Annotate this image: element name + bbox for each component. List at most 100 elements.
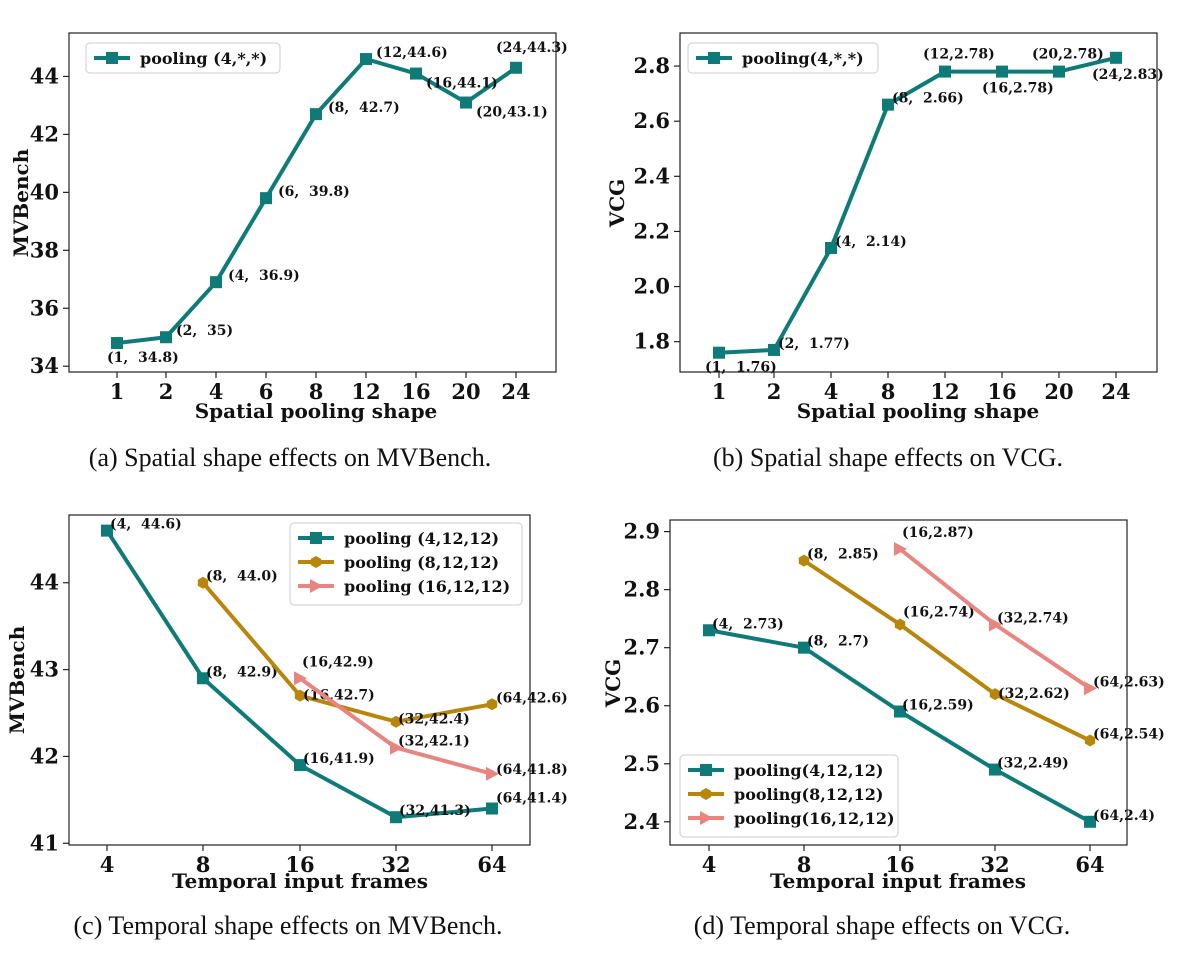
data-label: (4, 44.6) xyxy=(110,517,182,533)
data-point xyxy=(360,53,372,66)
legend-marker xyxy=(310,556,322,568)
data-point xyxy=(210,276,222,289)
caption-b: (b) Spatial shape effects on VCG. xyxy=(713,443,1063,472)
y-tick-label: 42 xyxy=(30,121,59,146)
series-line xyxy=(802,558,1091,743)
data-label: (8, 2.85) xyxy=(807,547,879,563)
x-tick-label: 12 xyxy=(930,379,959,404)
x-tick-label: 1 xyxy=(712,379,727,404)
data-point xyxy=(294,689,306,702)
legend-marker xyxy=(700,764,712,776)
data-point xyxy=(825,241,837,254)
chart-panel-c: 4 8 16 32 64 41 42 43 44 Temporal input frames MVB… xyxy=(5,514,568,893)
data-point xyxy=(197,672,209,685)
data-label: (16,42.9) xyxy=(302,654,374,670)
data-label: (8, 42.7) xyxy=(328,100,400,116)
data-point xyxy=(486,766,499,781)
data-point xyxy=(160,331,172,344)
data-label: (16,2.87) xyxy=(902,525,974,541)
data-label: (32,2.49) xyxy=(997,756,1069,772)
y-tick-label: 2.6 xyxy=(633,108,670,133)
y-tick-label: 40 xyxy=(30,179,59,204)
legend: pooling (4,12,12) pooling (8,12,12) poolin… xyxy=(289,522,523,606)
data-label: (64,2.54) xyxy=(1093,727,1165,743)
plot-frame xyxy=(68,32,557,373)
data-point xyxy=(703,624,715,637)
data-point xyxy=(1053,65,1065,78)
x-axis-label: Spatial pooling shape xyxy=(797,399,1040,423)
legend-label: pooling (4,*,*) xyxy=(140,49,267,68)
legend-label: pooling(8,12,12) xyxy=(734,785,883,804)
legend-label: pooling (16,12,12) xyxy=(344,577,510,596)
data-point xyxy=(390,740,403,755)
data-label: (32,41.3) xyxy=(399,803,471,819)
x-tick-label: 20 xyxy=(1044,379,1073,404)
series-3: (16,42.9) (32,42.1) (64,41.8) xyxy=(294,654,568,781)
data-label: (2, 1.77) xyxy=(778,336,850,352)
legend: pooling(4,12,12) pooling(8,12,12) pooling(… xyxy=(679,754,899,838)
x-tick-label: 4 xyxy=(824,379,839,404)
x-tick-label: 64 xyxy=(477,852,506,877)
data-label: (8, 42.9) xyxy=(206,664,278,680)
legend-label: pooling (4,12,12) xyxy=(344,529,499,548)
x-axis-label: Spatial pooling shape xyxy=(195,399,438,423)
legend-marker xyxy=(700,788,712,800)
data-label: (20,43.1) xyxy=(476,105,548,121)
data-label: (16,2.74) xyxy=(903,604,975,620)
legend: pooling (4,*,*) xyxy=(85,42,281,74)
legend-label: pooling (8,12,12) xyxy=(344,553,499,572)
y-tick-label: 44 xyxy=(30,63,59,88)
x-tick-label: 4 xyxy=(702,852,717,877)
y-axis-label: MVBench xyxy=(5,625,29,734)
y-tick-label: 38 xyxy=(30,237,59,262)
data-label: (16,2.59) xyxy=(902,698,974,714)
chart-panel-d: 4 8 16 32 64 2.4 2.5 2.6 2.7 2.8 2.9 Temporal input… xyxy=(601,519,1165,893)
series-3: (16,2.87) (32,2.74) (64,2.63) xyxy=(894,525,1165,696)
data-point xyxy=(894,542,907,557)
x-tick-label: 16 xyxy=(285,852,314,877)
y-tick-label: 1.8 xyxy=(633,329,670,354)
x-tick-label: 4 xyxy=(209,379,224,404)
x-tick-label: 16 xyxy=(885,852,914,877)
y-tick-label: 41 xyxy=(30,830,59,855)
legend-marker xyxy=(310,579,323,593)
plot-frame xyxy=(679,32,1158,373)
y-tick-label: 2.8 xyxy=(623,577,660,602)
data-point xyxy=(294,671,307,686)
data-label: (24,2.83) xyxy=(1092,67,1164,83)
data-point xyxy=(486,698,498,711)
series-1: (4, 2.73) (8, 2.7) (16,2.59) (32,2.49) (64,2… xyxy=(703,616,1155,828)
data-point xyxy=(510,61,522,74)
data-label: (16,41.9) xyxy=(303,751,375,767)
data-point xyxy=(989,617,1002,632)
legend-marker xyxy=(106,52,118,64)
legend-marker xyxy=(700,811,713,825)
data-point xyxy=(260,192,272,205)
legend-label: pooling(4,12,12) xyxy=(734,761,883,780)
data-point xyxy=(1084,815,1096,828)
data-point xyxy=(294,759,306,772)
y-axis-label: MVBench xyxy=(9,148,33,257)
data-point xyxy=(310,108,322,121)
series-1: (1, 34.8) (2, 35) (4, 36.9) (6, 39.8) (8, 42… xyxy=(107,40,568,366)
data-point xyxy=(111,337,123,350)
caption-d: (d) Temporal shape effects on VCG. xyxy=(693,911,1071,940)
y-tick-label: 2.0 xyxy=(633,274,670,299)
legend-box xyxy=(687,42,879,74)
data-label: (8, 2.7) xyxy=(807,634,869,650)
x-tick-label: 6 xyxy=(259,379,274,404)
data-label: (4, 36.9) xyxy=(228,268,300,284)
y-axis-label: VCG xyxy=(605,179,629,229)
x-tick-label: 24 xyxy=(1101,379,1130,404)
data-point xyxy=(798,641,810,654)
y-tick-label: 44 xyxy=(30,570,59,595)
y-tick-label: 2.2 xyxy=(633,218,670,243)
data-label: (16,44.1) xyxy=(426,76,498,92)
x-tick-label: 1 xyxy=(110,379,125,404)
data-point xyxy=(989,763,1001,776)
data-point xyxy=(197,576,209,589)
x-tick-label: 8 xyxy=(196,852,211,877)
x-tick-label: 32 xyxy=(980,852,1009,877)
y-tick-label: 2.4 xyxy=(633,163,670,188)
